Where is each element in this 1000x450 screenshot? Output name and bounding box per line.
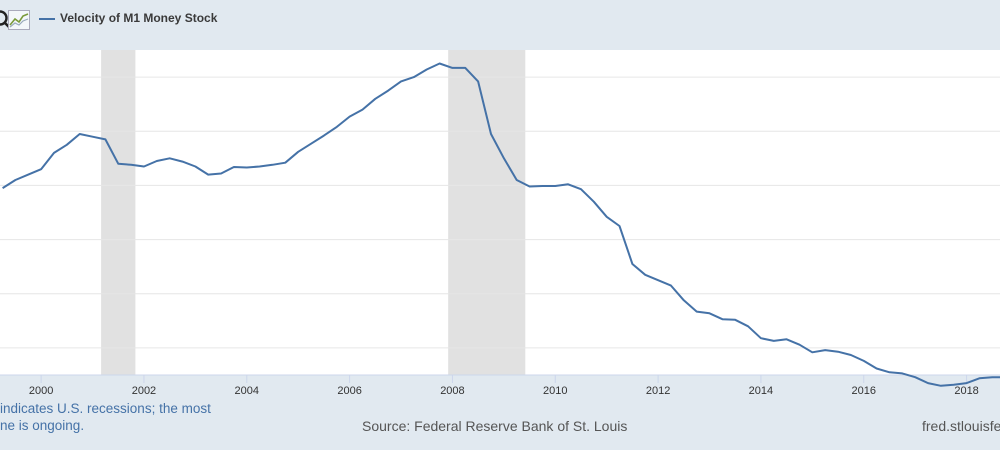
line-chart-icon[interactable] [8, 10, 30, 30]
series-line-1[interactable] [2, 62, 1000, 387]
x-tick-label: 2018 [954, 385, 978, 397]
x-tick-label: 2006 [337, 385, 361, 397]
recession-note: indicates U.S. recessions; the most ne i… [0, 400, 240, 434]
recession-band-1 [101, 50, 136, 375]
recession-band-2 [448, 50, 526, 375]
recession-note-line-1: indicates U.S. recessions; the most [0, 401, 211, 416]
site-link[interactable]: fred.stlouisfe [922, 418, 1000, 434]
recession-bands [101, 50, 526, 375]
line-chart: 2000 2002 2004 2006 2008 2010 2012 2014 2016 2018 [0, 50, 1000, 397]
chart-header: Velocity of M1 Money Stock [0, 0, 1000, 50]
recession-note-line-2: ne is ongoing. [0, 418, 85, 433]
x-tick-label: 2002 [132, 385, 156, 397]
x-tick-label: 2008 [440, 385, 464, 397]
legend-series-label: Velocity of M1 Money Stock [60, 11, 218, 25]
series-lines [2, 62, 1000, 387]
x-tick-label: 2014 [749, 385, 773, 397]
x-tick-label: 2004 [235, 385, 259, 397]
x-tick-label: 2016 [852, 385, 876, 397]
legend-line-swatch [39, 18, 55, 20]
x-axis-ticks: 2000 2002 2004 2006 2008 2010 2012 2014 2016 2018 [29, 375, 979, 397]
gridlines [0, 76, 1000, 349]
x-tick-label: 2010 [543, 385, 567, 397]
x-tick-label: 2012 [646, 385, 670, 397]
source-credit: Source: Federal Reserve Bank of St. Loui… [362, 418, 628, 434]
x-tick-label: 2000 [29, 385, 53, 397]
